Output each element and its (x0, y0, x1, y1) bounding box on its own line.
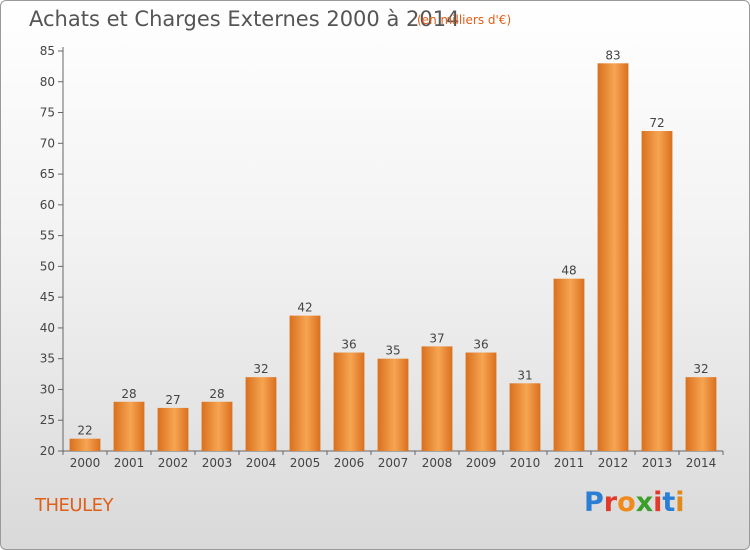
commune-name: THEULEY (35, 495, 113, 516)
bar-2008 (421, 346, 453, 451)
bar-value-label: 83 (605, 48, 620, 62)
logo-letter: i (675, 487, 685, 518)
x-tick-label: 2011 (554, 456, 585, 470)
bar-2010 (509, 383, 541, 451)
proxiti-logo[interactable]: Proxiti (584, 487, 685, 518)
bar-2005 (289, 315, 321, 451)
bar-value-label: 28 (209, 387, 224, 401)
bar-value-label: 37 (429, 331, 444, 345)
logo-letter: i (653, 487, 663, 518)
bar-value-label: 28 (121, 387, 136, 401)
x-tick-label: 2003 (202, 456, 233, 470)
bar-2014 (685, 377, 717, 451)
bar-2004 (245, 377, 277, 451)
bar-value-label: 48 (561, 264, 576, 278)
x-tick-label: 2013 (642, 456, 673, 470)
y-tick-label: 40 (40, 321, 55, 335)
bar-value-label: 22 (77, 424, 92, 438)
y-tick-label: 60 (40, 198, 55, 212)
bar-value-label: 42 (297, 301, 312, 315)
bar-value-label: 32 (693, 362, 708, 376)
y-tick-label: 70 (40, 136, 55, 150)
logo-letter: t (662, 487, 676, 518)
x-tick-label: 2000 (70, 456, 101, 470)
chart-axes: 20 25 30 35 40 45 50 55 60 65 70 75 80 85 (40, 44, 724, 458)
x-tick-label: 2014 (686, 456, 717, 470)
bar-2002 (157, 407, 189, 451)
y-tick-label: 85 (40, 44, 55, 58)
y-tick-label: 75 (40, 106, 55, 120)
bar-value-label: 35 (385, 344, 400, 358)
bar-value-label: 27 (165, 393, 180, 407)
bar-value-label: 36 (473, 338, 488, 352)
x-tick-label: 2002 (158, 456, 189, 470)
chart-subtitle: (en milliers d'€) (417, 13, 512, 27)
bar-2012 (597, 63, 629, 452)
bar-value-label: 72 (649, 116, 664, 130)
bar-2013 (641, 131, 673, 451)
bar-2001 (113, 401, 145, 451)
logo-letter: r (603, 487, 618, 518)
x-tick-label: 2009 (466, 456, 497, 470)
y-tick-label: 50 (40, 259, 55, 273)
x-tick-label: 2004 (246, 456, 277, 470)
bar-2003 (201, 401, 233, 451)
chart-title: Achats et Charges Externes 2000 à 2014 (29, 7, 460, 31)
bar-2007 (377, 358, 409, 451)
bar-value-label: 36 (341, 338, 356, 352)
bar-2009 (465, 352, 497, 451)
y-tick-label: 35 (40, 352, 55, 366)
x-tick-label: 2005 (290, 456, 321, 470)
y-tick-label: 25 (40, 413, 55, 427)
chart-labels: 22 2000 28 2001 27 2002 28 2003 32 2004 42 2005 36 20… (70, 48, 717, 470)
x-tick-label: 2006 (334, 456, 365, 470)
bar-value-label: 32 (253, 362, 268, 376)
y-tick-label: 45 (40, 290, 55, 304)
y-tick-label: 30 (40, 382, 55, 396)
bar-2011 (553, 278, 585, 451)
chart-bars (69, 63, 717, 452)
y-tick-label: 80 (40, 75, 55, 89)
x-tick-label: 2008 (422, 456, 453, 470)
y-tick-label: 20 (40, 444, 55, 458)
y-tick-label: 55 (40, 229, 55, 243)
bar-2006 (333, 352, 365, 451)
x-tick-label: 2001 (114, 456, 145, 470)
bar-2000 (69, 438, 101, 451)
x-tick-label: 2010 (510, 456, 541, 470)
x-tick-label: 2012 (598, 456, 629, 470)
logo-letter: o (617, 487, 636, 518)
logo-letter: x (635, 487, 654, 518)
x-tick-label: 2007 (378, 456, 409, 470)
bar-value-label: 31 (517, 368, 532, 382)
y-tick-label: 65 (40, 167, 55, 181)
logo-letter: P (584, 487, 604, 518)
